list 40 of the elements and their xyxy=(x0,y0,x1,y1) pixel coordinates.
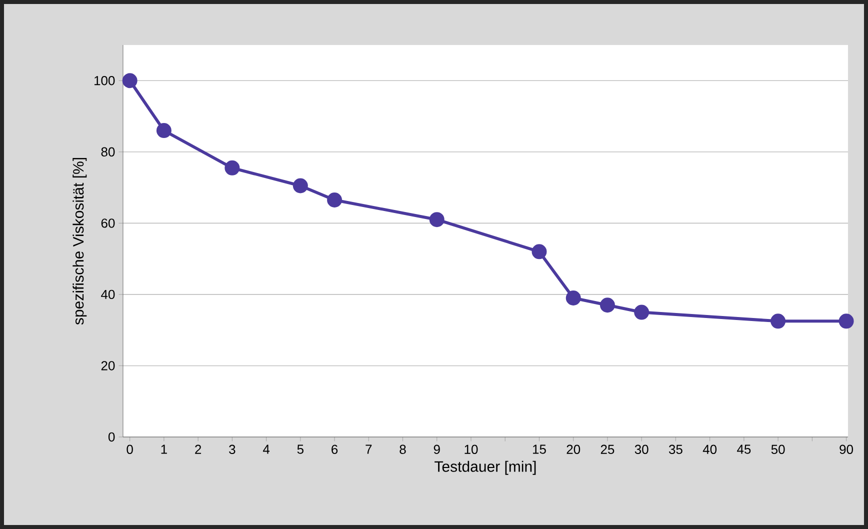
point xyxy=(224,160,240,176)
point xyxy=(429,212,444,228)
y-tick-label: 0 xyxy=(108,432,115,442)
point xyxy=(600,298,615,313)
x-tick-label: 25 xyxy=(600,444,614,454)
x-tick-label: 90 xyxy=(840,444,854,454)
x-tick-label: 50 xyxy=(771,444,785,454)
point xyxy=(122,73,138,88)
y-axis-title: spezifische Viskosität [%] xyxy=(72,158,87,325)
x-tick-label: 35 xyxy=(668,444,682,454)
x-tick-label: 15 xyxy=(532,444,546,454)
y-tick-label: 40 xyxy=(101,290,115,300)
point xyxy=(566,290,581,306)
x-tick-label: 2 xyxy=(195,444,202,454)
x-tick-label: 6 xyxy=(332,444,338,454)
x-tick-label: 40 xyxy=(702,444,717,454)
point xyxy=(532,244,547,260)
point xyxy=(770,314,786,329)
x-tick-label: 8 xyxy=(400,444,406,454)
x-tick-label: 30 xyxy=(634,444,648,454)
y-tick-label: 80 xyxy=(101,147,115,156)
x-tick-label: 1 xyxy=(161,444,167,454)
x-tick-label: 45 xyxy=(737,444,751,454)
point xyxy=(292,178,308,194)
x-tick-label: 7 xyxy=(366,444,372,454)
x-tick-label: 20 xyxy=(566,444,580,454)
y-tick-label: 20 xyxy=(101,361,115,370)
x-tick-label: 4 xyxy=(262,444,270,454)
point xyxy=(327,192,342,208)
x-axis-title: Testdauer [min] xyxy=(434,460,536,475)
x-tick-label: 3 xyxy=(229,444,236,454)
y-tick-label: 60 xyxy=(101,218,115,228)
point xyxy=(634,304,650,320)
point xyxy=(838,314,854,329)
x-tick-label: 10 xyxy=(464,444,478,454)
x-tick-label: 0 xyxy=(126,444,133,454)
point xyxy=(156,123,172,138)
y-tick-label: 100 xyxy=(94,76,115,86)
x-tick-label: 9 xyxy=(434,444,440,454)
x-tick-label: 5 xyxy=(297,444,304,454)
